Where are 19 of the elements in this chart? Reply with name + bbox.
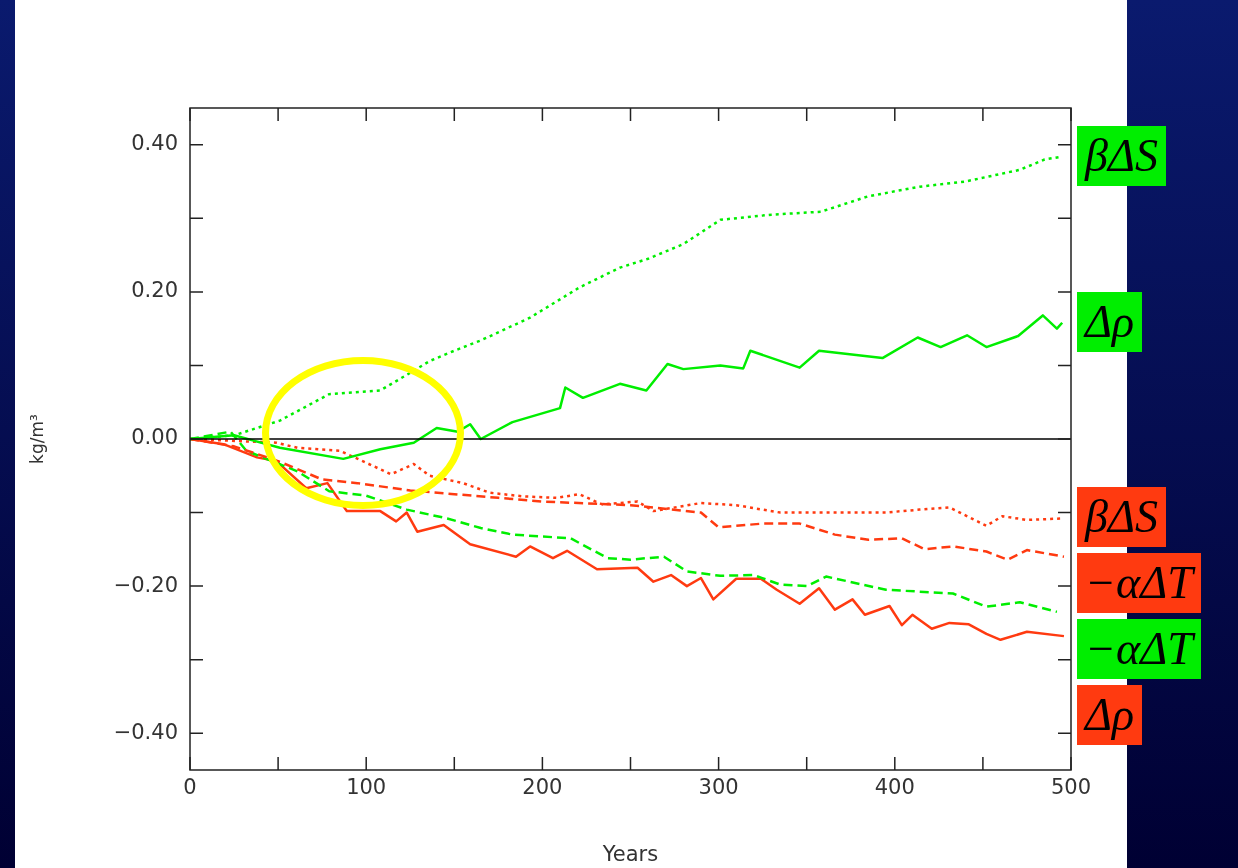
x-tick-label: 500: [1050, 775, 1092, 800]
x-tick-label: 300: [698, 775, 739, 800]
y-axis-title: kg/m³: [26, 414, 47, 464]
series-label: −αΔT: [1077, 619, 1201, 680]
series-label: Δρ: [1077, 685, 1143, 746]
x-tick-label: 400: [874, 775, 915, 800]
series-label: βΔS: [1077, 125, 1166, 186]
y-tick-label: −0.40: [113, 719, 178, 744]
y-tick-label: 0.00: [131, 425, 178, 450]
x-tick-label: 200: [522, 775, 563, 800]
y-tick-label: 0.20: [131, 278, 178, 303]
y-tick-label: −0.20: [113, 572, 178, 597]
x-axis-title: Years: [601, 841, 659, 866]
series-label: Δρ: [1077, 291, 1143, 352]
x-tick-label: 0: [183, 775, 197, 800]
y-tick-label: 0.40: [131, 131, 178, 156]
series-label: βΔS: [1077, 487, 1166, 548]
series-label: −αΔT: [1077, 553, 1201, 614]
x-tick-label: 100: [346, 775, 387, 800]
